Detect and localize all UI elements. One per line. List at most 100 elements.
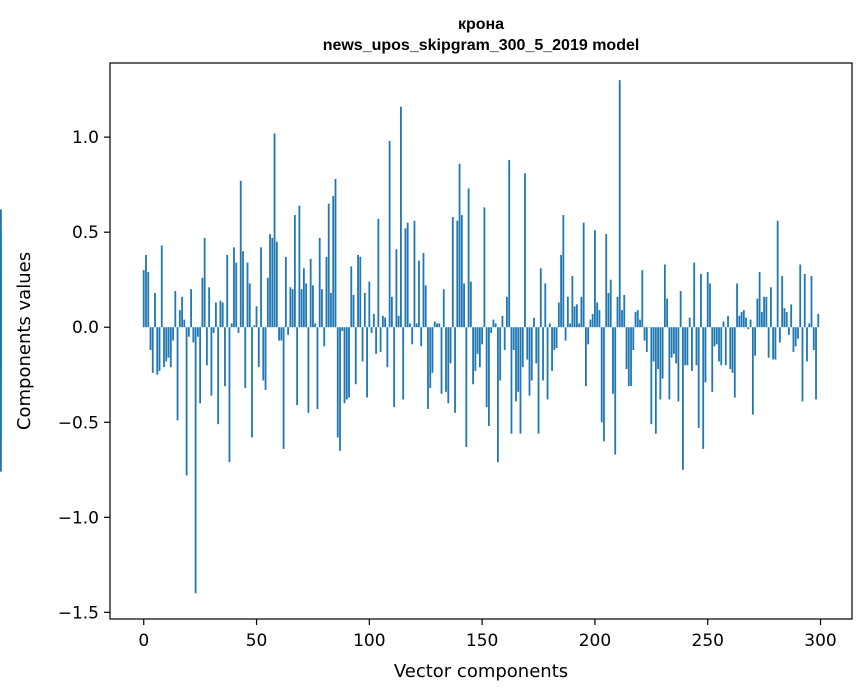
bar [600, 327, 603, 423]
bar [709, 283, 711, 328]
bar [706, 272, 709, 328]
bar [404, 228, 407, 328]
bar [801, 327, 804, 402]
bar [172, 327, 174, 341]
bar [691, 327, 693, 371]
bar [190, 289, 192, 328]
bar [183, 319, 186, 328]
bar [742, 310, 745, 328]
bar [210, 327, 213, 396]
bar [0, 249, 2, 328]
bar [557, 302, 560, 328]
bar [661, 327, 664, 379]
bar [368, 281, 371, 328]
bar [772, 327, 775, 360]
bar [305, 283, 308, 328]
bar [359, 256, 362, 328]
bar [339, 327, 341, 451]
bar [393, 327, 396, 408]
bar [386, 327, 389, 368]
bar [395, 249, 398, 328]
bar [273, 133, 276, 328]
bar [300, 289, 303, 328]
bar [298, 205, 301, 328]
bar [203, 237, 206, 328]
bar [264, 327, 267, 390]
bar [431, 327, 434, 373]
x-tick-label: 250 [692, 631, 724, 651]
bar [555, 327, 558, 349]
bar [654, 327, 657, 434]
bar [632, 327, 635, 351]
bar [287, 327, 290, 335]
bar [233, 247, 235, 328]
bar [309, 258, 312, 328]
bar [390, 296, 393, 328]
bar [575, 304, 578, 328]
bar [483, 207, 486, 328]
bar [318, 237, 321, 328]
bar [612, 327, 614, 394]
bar [235, 262, 238, 328]
bar [451, 216, 454, 328]
bar [720, 327, 723, 366]
bar [228, 327, 231, 463]
bar [578, 323, 581, 328]
bar [740, 312, 743, 328]
bar [377, 218, 380, 328]
bar [363, 293, 366, 328]
bar [688, 317, 691, 328]
bar [727, 315, 729, 328]
y-tick-label: 0.5 [72, 223, 99, 243]
bar [372, 313, 375, 328]
bar [291, 289, 294, 328]
bar [316, 327, 319, 409]
bar [402, 327, 405, 400]
bar [467, 188, 470, 328]
bar [370, 327, 373, 333]
bar [154, 293, 156, 328]
bar [751, 327, 754, 415]
bar [645, 327, 648, 352]
bar [433, 321, 436, 328]
bar [806, 327, 808, 362]
bar [616, 296, 619, 328]
bar [181, 296, 183, 328]
bar [226, 254, 229, 328]
bar [230, 323, 233, 328]
bar [397, 315, 400, 328]
bar [0, 315, 2, 328]
bar [794, 327, 797, 347]
bar [212, 327, 215, 333]
bar [695, 327, 698, 366]
bar [262, 327, 265, 381]
bar [323, 327, 326, 347]
bar [623, 294, 626, 328]
bar [803, 273, 806, 328]
bar [722, 321, 725, 328]
bar [704, 327, 707, 383]
bar [596, 302, 599, 328]
bar [158, 327, 161, 371]
bar [478, 327, 481, 368]
bar [715, 327, 718, 345]
bar [636, 310, 639, 328]
y-tick-label: −1.5 [58, 603, 99, 623]
bar [749, 319, 752, 328]
bar [469, 281, 472, 328]
bar [251, 327, 253, 438]
bar [580, 296, 583, 328]
bar [255, 306, 258, 328]
bar [785, 312, 788, 328]
bar [409, 323, 411, 328]
bar [569, 323, 572, 328]
bar [384, 317, 387, 328]
bar [598, 310, 601, 328]
bar [639, 319, 641, 328]
bar [334, 178, 337, 328]
bar [506, 296, 508, 328]
bar [508, 159, 511, 328]
bar [465, 327, 468, 447]
bar [490, 327, 493, 333]
bar [449, 327, 452, 364]
